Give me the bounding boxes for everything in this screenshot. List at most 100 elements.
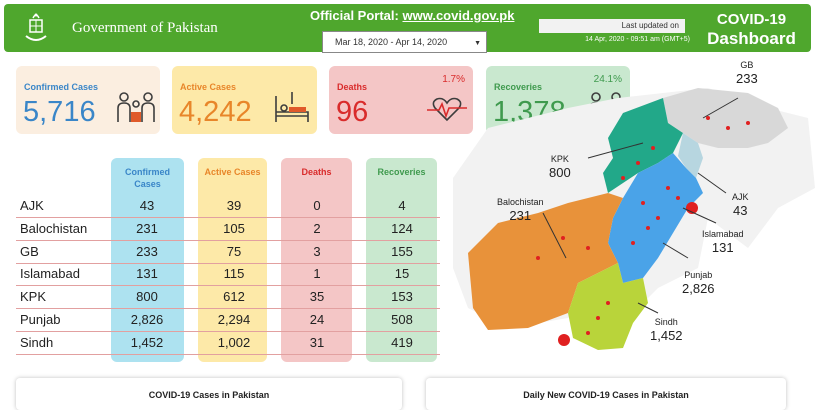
card-label: Confirmed Cases bbox=[24, 82, 99, 92]
table-cell: 612 bbox=[223, 289, 245, 305]
map-label-name: Sindh bbox=[654, 317, 678, 327]
table-cell: 43 bbox=[139, 198, 155, 213]
region-name: Punjab bbox=[20, 312, 61, 327]
table-cell: 35 bbox=[309, 289, 325, 305]
table-cell: 800 bbox=[136, 289, 158, 305]
table-row: KPK 800 612 35 153 bbox=[16, 287, 440, 310]
dashboard-title-line2: Dashboard bbox=[707, 29, 796, 48]
table-row: Islamabad 131 115 1 15 bbox=[16, 264, 440, 287]
table-row: Sindh 1,452 1,002 31 419 bbox=[16, 333, 440, 355]
daily-cases-chart-panel: Daily New COVID-19 Cases in Pakistan bbox=[426, 378, 786, 410]
region-name: KPK bbox=[20, 289, 47, 305]
last-updated-time: 14 Apr, 2020 - 09:51 am (GMT+5) bbox=[585, 36, 690, 43]
map-label-punjab: Punjab 2,826 bbox=[682, 268, 715, 296]
table-cell: 1,002 bbox=[217, 334, 251, 350]
government-name: Government of Pakistan bbox=[72, 19, 218, 36]
table-cell: 39 bbox=[226, 198, 242, 213]
date-range-select[interactable]: Mar 18, 2020 - Apr 14, 2020 ▼ bbox=[322, 31, 487, 53]
government-logo[interactable]: Government of Pakistan bbox=[18, 10, 218, 46]
table-cell: 3 bbox=[313, 243, 321, 259]
table-cell: 24 bbox=[309, 312, 325, 327]
dashboard-title-line1: COVID-19 bbox=[716, 11, 787, 28]
column-header-confirmed: Confirmed Cases bbox=[111, 158, 184, 202]
map-region-sindh bbox=[568, 263, 648, 350]
map-label-name: Islamabad bbox=[702, 229, 744, 239]
official-portal: Official Portal: www.covid.gov.pk bbox=[310, 8, 514, 23]
dashboard-title: COVID-19 Dashboard bbox=[694, 10, 809, 48]
hospital-bed-icon bbox=[275, 92, 309, 122]
column-active bbox=[198, 202, 267, 362]
map-label-name: GB bbox=[740, 60, 754, 70]
column-header-recoveries: Recoveries bbox=[366, 158, 437, 202]
card-percentage: 1.7% bbox=[442, 74, 465, 85]
card-label: Active Cases bbox=[180, 82, 237, 92]
table-row: GB 233 75 3 155 bbox=[16, 242, 440, 264]
table-cell: 75 bbox=[226, 243, 242, 259]
table-cell: 233 bbox=[136, 243, 158, 259]
last-updated-label: Last updated on bbox=[539, 19, 685, 33]
family-icon bbox=[117, 92, 155, 122]
table-cell: 2,826 bbox=[130, 312, 164, 327]
map-label-name: AJK bbox=[732, 192, 749, 202]
active-cases-card: Active Cases 4,242 bbox=[172, 66, 317, 134]
region-name: Sindh bbox=[20, 334, 54, 350]
card-value: 96 bbox=[336, 96, 369, 128]
portal-label: Official Portal: bbox=[310, 8, 399, 23]
portal-link[interactable]: www.covid.gov.pk bbox=[402, 8, 515, 23]
header-bar: Government of Pakistan Official Portal: … bbox=[4, 4, 811, 53]
region-name: Balochistan bbox=[20, 220, 88, 236]
map-region-kpk bbox=[603, 98, 683, 193]
confirmed-cases-card: Confirmed Cases 5,716 bbox=[16, 66, 160, 134]
dropdown-arrow-icon: ▼ bbox=[474, 40, 481, 47]
map-label-name: KPK bbox=[550, 154, 569, 164]
table-row: Balochistan 231 105 2 124 bbox=[16, 219, 440, 241]
card-label: Deaths bbox=[337, 82, 368, 92]
map-label-value: 131 bbox=[711, 240, 734, 255]
map-label-balochistan: Balochistan 231 bbox=[497, 195, 544, 223]
table-cell: 419 bbox=[391, 334, 413, 350]
table-cell: 131 bbox=[136, 266, 158, 282]
map-region-balochistan bbox=[468, 193, 623, 330]
column-deaths bbox=[281, 202, 352, 362]
map-label-value: 43 bbox=[733, 203, 748, 218]
map-label-gb: GB 233 bbox=[736, 58, 758, 86]
deaths-card: Deaths 96 1.7% bbox=[329, 66, 473, 134]
table-cell: 4 bbox=[398, 198, 406, 213]
card-percentage: 24.1% bbox=[593, 74, 622, 85]
map-label-value: 1,452 bbox=[650, 328, 683, 343]
state-emblem-icon bbox=[25, 13, 47, 41]
date-range-value: Mar 18, 2020 - Apr 14, 2020 bbox=[335, 37, 448, 47]
column-confirmed bbox=[111, 202, 184, 362]
table-cell: 2,294 bbox=[217, 312, 251, 327]
map-region-gb bbox=[663, 88, 788, 148]
map-label-value: 231 bbox=[509, 208, 532, 223]
map-label-value: 2,826 bbox=[682, 281, 715, 296]
table-cell: 1,452 bbox=[130, 334, 164, 350]
map-region-ajk bbox=[678, 133, 703, 178]
card-value: 4,242 bbox=[179, 96, 252, 128]
table-cell: 2 bbox=[313, 220, 321, 236]
cases-chart-panel: COVID-19 Cases in Pakistan bbox=[16, 378, 402, 410]
table-cell: 155 bbox=[391, 243, 413, 259]
column-header-active: Active Cases bbox=[198, 158, 267, 202]
map-label-islamabad: Islamabad 131 bbox=[702, 227, 744, 255]
table-cell: 508 bbox=[391, 312, 413, 327]
table-cell: 1 bbox=[313, 266, 321, 282]
pakistan-map[interactable] bbox=[448, 68, 815, 368]
column-recoveries bbox=[366, 202, 437, 362]
table-cell: 153 bbox=[391, 289, 413, 305]
table-cell: 105 bbox=[223, 220, 245, 236]
region-name: GB bbox=[20, 243, 39, 259]
map-region-punjab bbox=[608, 153, 703, 283]
table-cell: 115 bbox=[223, 266, 245, 282]
table-cell: 0 bbox=[313, 198, 321, 213]
map-label-kpk: KPK 800 bbox=[549, 152, 571, 180]
heartbeat-icon bbox=[427, 97, 467, 122]
region-name: AJK bbox=[20, 198, 44, 213]
card-label: Recoveries bbox=[494, 82, 543, 92]
column-header-deaths: Deaths bbox=[281, 158, 352, 202]
table-row: Punjab 2,826 2,294 24 508 bbox=[16, 310, 440, 332]
map-label-value: 233 bbox=[736, 71, 758, 86]
map-label-value: 800 bbox=[549, 165, 571, 180]
table-row: AJK 43 39 0 4 bbox=[16, 196, 440, 218]
